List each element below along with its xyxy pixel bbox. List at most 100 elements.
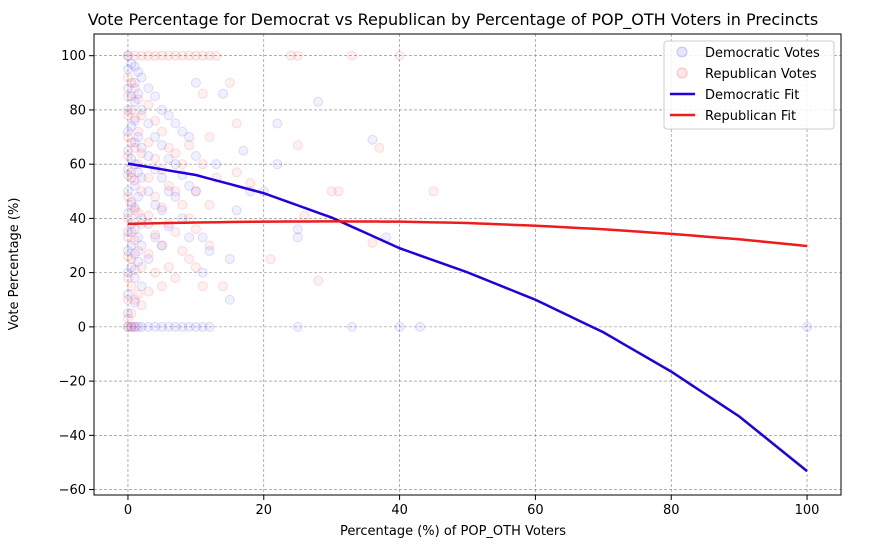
y-tick-label: −20 (59, 375, 86, 390)
democratic-votes-point (129, 137, 140, 148)
x-tick-label: 80 (663, 503, 680, 518)
republican-votes-point (122, 72, 133, 83)
democratic-votes-point (143, 186, 154, 197)
republican-votes-point (129, 235, 140, 246)
republican-votes-point (170, 186, 181, 197)
democratic-votes-point (156, 104, 167, 115)
republican-votes-point (177, 159, 188, 170)
republican-votes-point (136, 262, 147, 273)
republican-votes-point (150, 50, 161, 61)
democratic-votes-point (122, 145, 133, 156)
democratic-votes-point (129, 297, 140, 308)
democratic-votes-points (122, 50, 813, 332)
republican-votes-point (133, 245, 144, 256)
republican-votes-point (122, 273, 133, 284)
republican-votes-point (184, 140, 195, 151)
democratic-votes-point (197, 321, 208, 332)
democratic-votes-point (414, 321, 425, 332)
democratic-votes-point (292, 321, 303, 332)
legend-box (663, 40, 835, 130)
democratic-votes-point (272, 159, 283, 170)
republican-votes-point (122, 50, 133, 61)
republican-votes-point (129, 142, 140, 153)
y-axis-label: Vote Percentage (%) (7, 198, 22, 331)
democratic-votes-point (156, 321, 167, 332)
democratic-votes-point (238, 145, 249, 156)
democratic-votes-point (133, 66, 144, 77)
republican-votes-point (285, 50, 296, 61)
republican-votes-point (143, 172, 154, 183)
republican-votes-point (163, 262, 174, 273)
republican-votes-point (394, 50, 405, 61)
republican-votes-point (156, 281, 167, 292)
democratic-votes-point (129, 321, 140, 332)
y-tick-label: 100 (61, 49, 86, 64)
republican-votes-point (163, 180, 174, 191)
republican-votes-point (143, 210, 154, 221)
x-axis-ticks: 0 20 40 60 80 100 (124, 495, 819, 518)
republican-votes-point (136, 50, 147, 61)
republican-votes-point (197, 159, 208, 170)
y-tick-label: 40 (69, 212, 86, 227)
republican-votes-point (163, 142, 174, 153)
democratic-votes-point (129, 180, 140, 191)
y-tick-label: −40 (59, 429, 86, 444)
democratic-votes-point (190, 77, 201, 88)
republican-votes-point (177, 50, 188, 61)
republican-votes-point (122, 251, 133, 262)
democratic-votes-point (133, 256, 144, 267)
republican-votes-point (170, 273, 181, 284)
plot-frame (93, 33, 842, 496)
republican-votes-point (143, 99, 154, 110)
democratic-votes-point (170, 321, 181, 332)
legend-label-republican-fit: Republican Fit (705, 109, 796, 124)
y-axis-ticks: −60 −40 −20 0 20 40 60 80 100 (59, 49, 94, 498)
democratic-votes-point (156, 140, 167, 151)
republican-votes-point (190, 186, 201, 197)
democratic-votes-point (163, 186, 174, 197)
republican-votes-point (156, 50, 167, 61)
republican-votes-point (122, 321, 133, 332)
democratic-votes-point (211, 159, 222, 170)
democratic-votes-point (129, 115, 140, 126)
democratic-votes-point (156, 240, 167, 251)
republican-votes-point (313, 275, 324, 286)
republican-votes-point (122, 191, 133, 202)
republican-votes-point (374, 142, 385, 153)
republican-votes-point (133, 126, 144, 137)
republican-votes-point (197, 50, 208, 61)
y-tick-label: 60 (69, 158, 86, 173)
republican-votes-point (326, 186, 337, 197)
republican-votes-point (347, 50, 358, 61)
republican-votes-point (150, 191, 161, 202)
republican-votes-point (129, 264, 140, 275)
republican-votes-point (143, 248, 154, 259)
republican-votes-point (190, 50, 201, 61)
democratic-votes-point (184, 132, 195, 143)
republican-votes-point (170, 148, 181, 159)
republican-votes-point (126, 104, 137, 115)
republican-votes-point (133, 94, 144, 105)
republican-votes-point (156, 126, 167, 137)
democratic-votes-point (802, 321, 813, 332)
republican-votes-point (156, 202, 167, 213)
republican-votes-point (197, 88, 208, 99)
democratic-votes-point (129, 202, 140, 213)
democratic-votes-point (292, 224, 303, 235)
legend-label-republican-votes: Republican Votes (705, 67, 817, 82)
republican-votes-point (126, 226, 137, 237)
republican-votes-point (218, 281, 229, 292)
democratic-votes-point (136, 104, 147, 115)
democratic-votes-point (150, 132, 161, 143)
democratic-votes-point (122, 245, 133, 256)
republican-votes-point (143, 50, 154, 61)
democratic-votes-point (190, 321, 201, 332)
republican-votes-point (333, 186, 344, 197)
democratic-votes-point (231, 205, 242, 216)
y-tick-label: 0 (78, 320, 86, 335)
republican-votes-point (122, 132, 133, 143)
legend-label-democratic-fit: Democratic Fit (705, 88, 799, 103)
republican-votes-point (129, 83, 140, 94)
republican-votes-point (126, 199, 137, 210)
democratic-votes-point (136, 321, 147, 332)
